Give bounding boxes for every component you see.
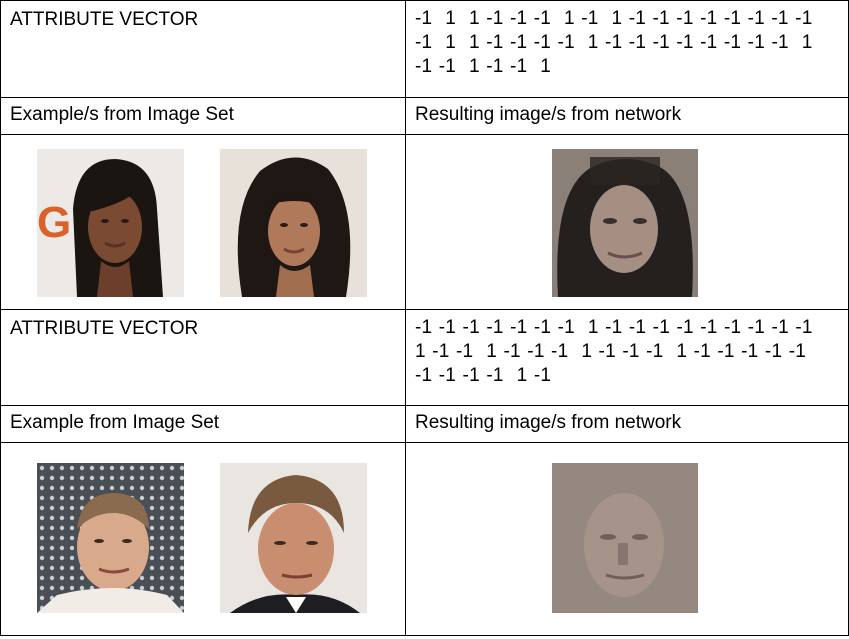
- header-row-1: Example/s from Image Set Resulting image…: [0, 97, 849, 135]
- vector-line: -1 1 1 -1 -1 -1 -1 1 -1 -1 -1 -1 -1 -1 -…: [415, 32, 813, 53]
- vector-line: 1 -1 -1 1 -1 -1 -1 1 -1 -1 -1 1 -1 -1 -1…: [415, 341, 806, 362]
- image-row-2: [0, 442, 849, 636]
- man-face-photo-1: [37, 463, 184, 613]
- attribute-vector-values-2: -1 -1 -1 -1 -1 -1 -1 1 -1 -1 -1 -1 -1 -1…: [405, 309, 849, 406]
- vector-line: -1 -1 -1 -1 1 -1: [415, 365, 552, 386]
- generated-man-face: [552, 463, 698, 613]
- attribute-vector-label-2: ATTRIBUTE VECTOR: [0, 309, 406, 406]
- result-image-cell-1: [405, 134, 849, 310]
- woman-face-photo-2: [220, 149, 367, 297]
- attribute-vector-row-2: ATTRIBUTE VECTOR -1 -1 -1 -1 -1 -1 -1 1 …: [0, 309, 849, 406]
- attribute-vector-label-1: ATTRIBUTE VECTOR: [0, 0, 406, 98]
- attribute-vector-row-1: ATTRIBUTE VECTOR -1 1 1 -1 -1 -1 1 -1 1 …: [0, 0, 849, 98]
- examples-header-1: Example/s from Image Set: [0, 97, 406, 135]
- vector-line: -1 -1 -1 -1 -1 -1 -1 1 -1 -1 -1 -1 -1 -1…: [415, 317, 813, 338]
- attribute-vector-values-1: -1 1 1 -1 -1 -1 1 -1 1 -1 -1 -1 -1 -1 -1…: [405, 0, 849, 98]
- vector-line: -1 -1 1 -1 -1 1: [415, 56, 552, 77]
- woman-face-photo-1: G: [37, 149, 184, 297]
- example-images-cell-2: [0, 442, 406, 636]
- example-images-cell-1: G: [0, 134, 406, 310]
- generated-woman-face: [552, 149, 698, 297]
- header-row-2: Example from Image Set Resulting image/s…: [0, 405, 849, 443]
- svg-text:G: G: [37, 198, 71, 247]
- man-face-photo-2: [220, 463, 367, 613]
- results-header-2: Resulting image/s from network: [405, 405, 849, 443]
- vector-line: -1 1 1 -1 -1 -1 1 -1 1 -1 -1 -1 -1 -1 -1…: [415, 8, 813, 29]
- results-header-1: Resulting image/s from network: [405, 97, 849, 135]
- result-image-cell-2: [405, 442, 849, 636]
- examples-header-2: Example from Image Set: [0, 405, 406, 443]
- image-row-1: G: [0, 134, 849, 310]
